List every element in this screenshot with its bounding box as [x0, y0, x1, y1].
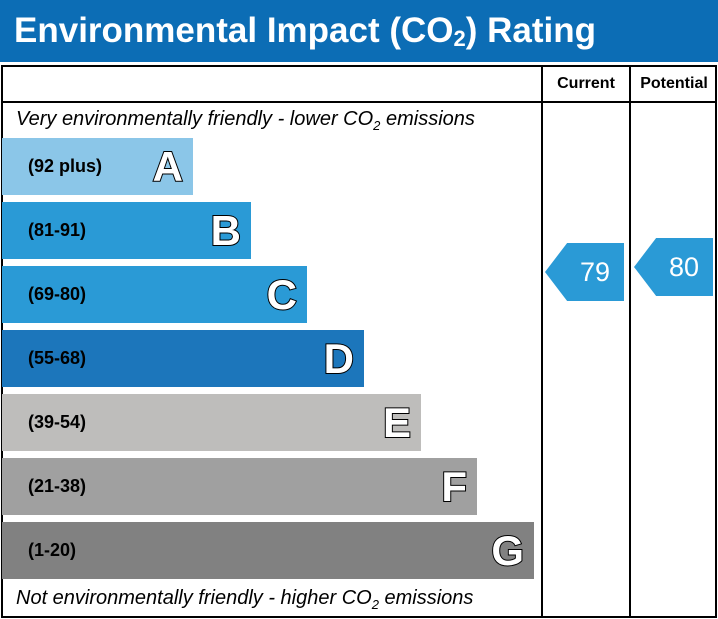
band-range: (1-20): [28, 540, 77, 560]
band-range: (81-91): [28, 220, 87, 240]
band-range: (55-68): [28, 348, 87, 368]
current-header: Current: [557, 75, 615, 92]
chart-title: Environmental Impact (CO2) Rating: [0, 0, 718, 62]
band-letter: A: [152, 142, 184, 191]
divider: [629, 65, 631, 618]
band-g: (1-20) G: [2, 522, 534, 579]
band-range: (92 plus): [28, 156, 103, 176]
divider: [541, 65, 543, 618]
bottom-note: Not environmentally friendly - higher CO…: [16, 587, 474, 612]
band-letter: C: [266, 270, 298, 319]
band-range: (39-54): [28, 412, 87, 432]
band-letter: D: [323, 334, 355, 383]
band-range: (69-80): [28, 284, 87, 304]
band-letter: E: [382, 398, 412, 447]
band-letter: G: [490, 526, 525, 575]
potential-header: Potential: [640, 75, 708, 92]
band-c: (69-80) C: [2, 266, 307, 323]
band-f: (21-38) F: [2, 458, 477, 515]
band-letter: F: [440, 462, 468, 511]
band-range: (21-38): [28, 476, 87, 496]
band-letter: B: [210, 206, 242, 255]
band-a: (92 plus) A: [2, 138, 193, 195]
band-d: (55-68) D: [2, 330, 364, 387]
band-b: (81-91) B: [2, 202, 251, 259]
divider: [1, 101, 717, 103]
top-note: Very environmentally friendly - lower CO…: [16, 108, 475, 133]
band-e: (39-54) E: [2, 394, 421, 451]
